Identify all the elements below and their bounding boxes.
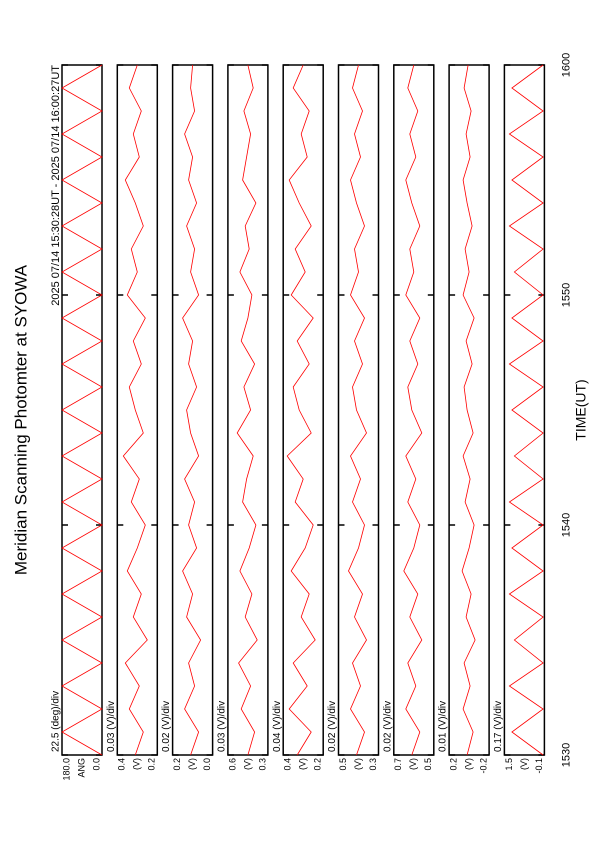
scale-label: 0.01 (V)/div [438,701,449,752]
y-tick-label: -0.1 [534,758,544,774]
y-axis-label: (V) [408,758,418,770]
chart-title: Meridian Scanning Photomter at SYOWA [11,264,30,575]
y-tick-label: 0.3 [257,758,267,771]
rotated-chart: Meridian Scanning Photomter at SYOWA 202… [11,53,588,781]
y-tick-label: 0.7 [393,758,403,771]
y-tick-label: 0.3 [368,758,378,771]
y-tick-label: 0.2 [147,758,157,771]
y-tick-label: 0.2 [448,758,458,771]
y-tick-label: 0.4 [117,758,127,771]
x-tick-label: 1530 [560,743,572,767]
panel-frame [448,64,490,756]
scale-label: 0.17 (V)/div [493,701,504,752]
y-axis-label: (V) [463,758,473,770]
y-tick-label: 0.5 [423,758,433,771]
y-axis-label: (V) [519,758,529,770]
signal-line [461,64,476,756]
y-tick-label: 0.2 [313,758,323,771]
y-axis-label: (V) [353,758,363,770]
y-tick-label: 0.0 [91,758,101,771]
signal-line [403,64,423,756]
signal-line [236,64,258,756]
signal-line [182,64,202,756]
y-axis-label: ANG [76,758,86,778]
signal-line [286,64,316,756]
period: 2025 07/14 15:30:28UT - 2025 07/14 16:00… [50,65,62,306]
y-tick-label: 0.4 [283,758,293,771]
signal-line [348,64,367,756]
signal-line [61,64,103,756]
y-axis-label: (V) [187,758,197,770]
y-tick-label: 0.5 [338,758,348,771]
scale-label: 0.03 (V)/div [106,701,117,752]
signal-line [508,64,544,756]
scale-label: 0.02 (V)/div [161,701,172,752]
y-tick-label: 0.6 [227,758,237,771]
scale-label: 0.03 (V)/div [217,701,228,752]
scale-label: 0.02 (V)/div [327,701,338,752]
panel-frame [503,64,546,756]
x-tick-label: 1540 [560,513,572,537]
y-axis-label: (V) [298,758,308,770]
signal-line [122,64,148,756]
y-tick-label: 1.5 [504,758,514,771]
y-axis-label: (V) [132,758,142,770]
y-axis-label: (V) [242,758,252,770]
x-axis-label: TIME(UT) [573,379,589,440]
x-tick-label: 1550 [560,283,572,307]
x-tick-label: 1600 [560,53,572,77]
y-tick-label: -0.2 [478,758,488,774]
y-tick-label: 0.2 [172,758,182,771]
scale-label: 0.02 (V)/div [382,701,393,752]
y-tick-label: 0.0 [202,758,212,771]
scale-label: 0.04 (V)/div [272,701,283,752]
scale-label: 22.5 (deg)/div [51,691,62,752]
y-tick-label: 180.0 [61,758,71,781]
